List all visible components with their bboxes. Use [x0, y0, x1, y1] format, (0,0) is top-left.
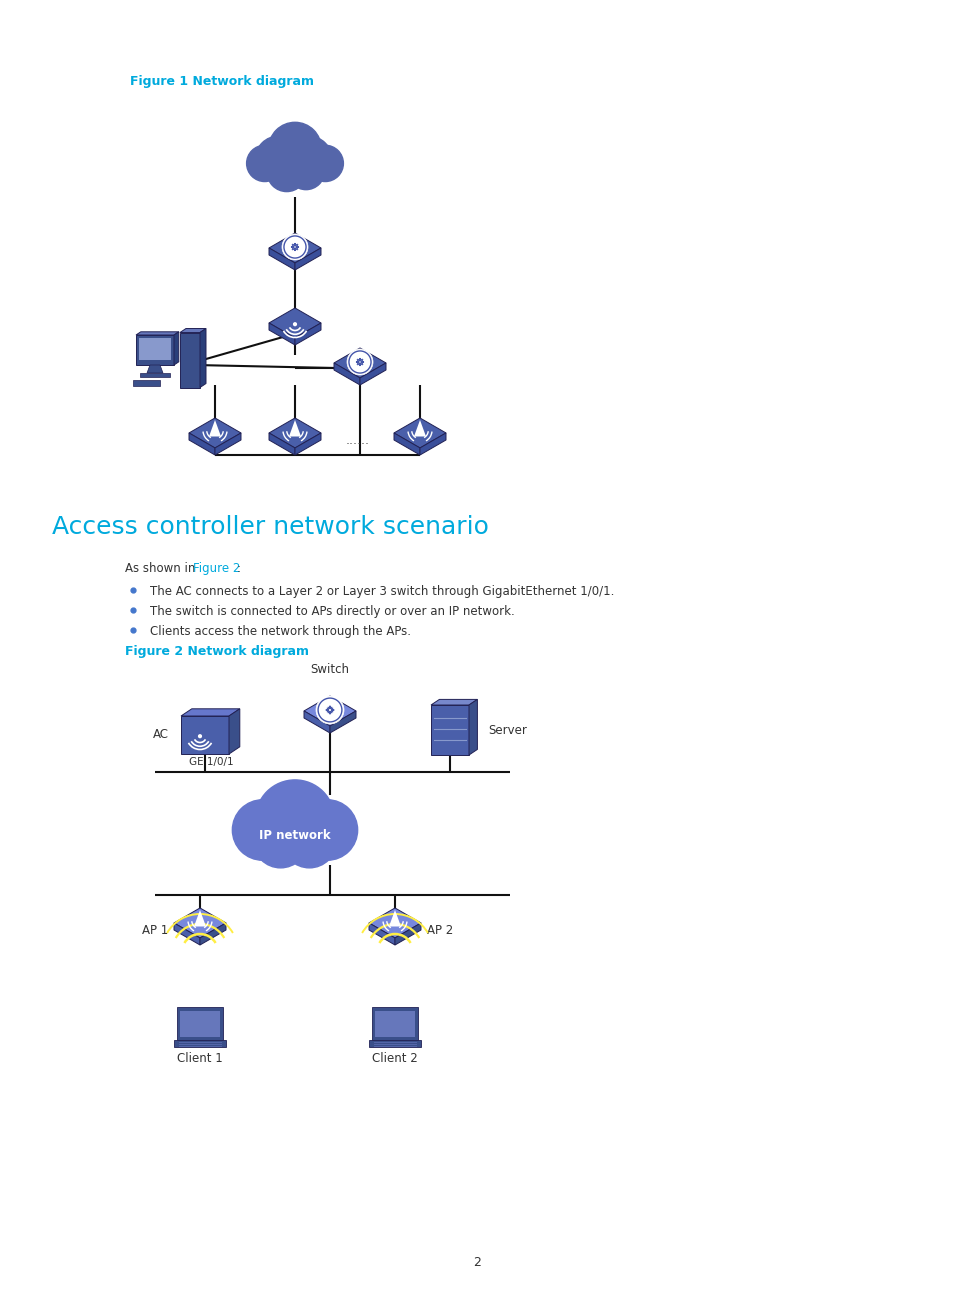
Polygon shape — [173, 908, 226, 938]
Text: Figure 2: Figure 2 — [193, 562, 240, 575]
Polygon shape — [289, 420, 301, 437]
Polygon shape — [414, 420, 426, 437]
Polygon shape — [209, 420, 221, 437]
Polygon shape — [294, 323, 320, 345]
Polygon shape — [173, 1039, 226, 1047]
Polygon shape — [139, 338, 171, 360]
Polygon shape — [180, 328, 206, 333]
Circle shape — [315, 696, 344, 724]
Circle shape — [255, 780, 335, 859]
Polygon shape — [177, 1007, 223, 1039]
Polygon shape — [330, 712, 355, 734]
Polygon shape — [173, 923, 200, 945]
Text: The AC connects to a Layer 2 or Layer 3 switch through GigabitEthernet 1/0/1.: The AC connects to a Layer 2 or Layer 3 … — [150, 584, 614, 597]
Polygon shape — [181, 709, 239, 715]
Text: AC: AC — [152, 728, 169, 741]
Polygon shape — [334, 347, 386, 378]
Text: Figure 1 Network diagram: Figure 1 Network diagram — [130, 75, 314, 88]
Polygon shape — [136, 334, 173, 365]
Polygon shape — [180, 1011, 220, 1037]
Polygon shape — [369, 1039, 420, 1047]
Polygon shape — [469, 700, 476, 756]
Circle shape — [233, 800, 293, 861]
Circle shape — [197, 734, 202, 739]
Polygon shape — [369, 908, 420, 938]
Text: Client 2: Client 2 — [372, 1052, 417, 1065]
Polygon shape — [269, 308, 320, 338]
Text: Access controller network scenario: Access controller network scenario — [52, 515, 488, 539]
Polygon shape — [193, 910, 206, 927]
Text: Figure 2 Network diagram: Figure 2 Network diagram — [125, 645, 309, 658]
Circle shape — [255, 136, 301, 183]
Text: Clients access the network through the APs.: Clients access the network through the A… — [150, 625, 411, 638]
Polygon shape — [269, 323, 294, 345]
Text: AP 2: AP 2 — [427, 924, 453, 937]
Text: Server: Server — [488, 723, 526, 736]
Polygon shape — [269, 419, 320, 448]
Circle shape — [296, 800, 357, 861]
Polygon shape — [173, 332, 178, 365]
Text: :: : — [236, 562, 241, 575]
Text: IP network: IP network — [259, 828, 331, 841]
Polygon shape — [269, 248, 294, 270]
Polygon shape — [304, 696, 355, 726]
Polygon shape — [200, 328, 206, 388]
Text: As shown in: As shown in — [125, 562, 199, 575]
Circle shape — [347, 349, 373, 375]
Polygon shape — [334, 363, 359, 385]
Polygon shape — [229, 709, 239, 754]
Polygon shape — [269, 433, 294, 455]
Polygon shape — [372, 1007, 417, 1039]
Polygon shape — [395, 923, 420, 945]
Ellipse shape — [237, 824, 353, 853]
Polygon shape — [431, 700, 476, 705]
Polygon shape — [304, 712, 330, 734]
Text: GE 1/0/1: GE 1/0/1 — [189, 757, 233, 767]
Circle shape — [267, 152, 306, 192]
Polygon shape — [431, 705, 469, 756]
Polygon shape — [369, 923, 395, 945]
Polygon shape — [394, 419, 446, 448]
Text: 2: 2 — [473, 1256, 480, 1269]
Circle shape — [246, 145, 283, 181]
Polygon shape — [375, 1011, 415, 1037]
Polygon shape — [200, 923, 226, 945]
Polygon shape — [389, 910, 400, 927]
Circle shape — [293, 323, 296, 327]
Circle shape — [282, 813, 336, 868]
Polygon shape — [181, 715, 229, 754]
Circle shape — [253, 813, 308, 868]
Polygon shape — [136, 332, 178, 334]
Circle shape — [282, 235, 308, 260]
Circle shape — [287, 152, 324, 189]
Text: ......: ...... — [346, 433, 370, 447]
Polygon shape — [140, 373, 170, 377]
Text: Switch: Switch — [310, 664, 349, 677]
Polygon shape — [180, 333, 200, 388]
Polygon shape — [419, 433, 446, 455]
Text: Client 1: Client 1 — [177, 1052, 223, 1065]
Polygon shape — [214, 433, 241, 455]
Polygon shape — [132, 380, 160, 386]
Polygon shape — [394, 433, 419, 455]
Polygon shape — [359, 363, 386, 385]
Circle shape — [307, 145, 343, 181]
Text: The switch is connected to APs directly or over an IP network.: The switch is connected to APs directly … — [150, 605, 515, 618]
Polygon shape — [269, 233, 320, 263]
Polygon shape — [189, 433, 214, 455]
Polygon shape — [147, 365, 163, 373]
Polygon shape — [189, 419, 241, 448]
Circle shape — [285, 136, 332, 183]
Polygon shape — [294, 248, 320, 270]
Polygon shape — [294, 433, 320, 455]
Circle shape — [269, 122, 321, 175]
Text: AP 1: AP 1 — [142, 924, 168, 937]
